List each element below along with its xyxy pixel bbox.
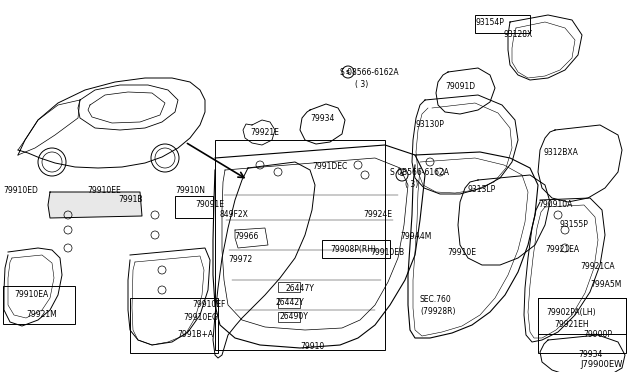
Text: 79966: 79966 (234, 232, 259, 241)
Text: 79910N: 79910N (175, 186, 205, 195)
Text: 79910EE: 79910EE (87, 186, 121, 195)
Bar (538, 298, 626, 334)
Text: 93128X: 93128X (503, 30, 532, 39)
Text: J79900EW: J79900EW (580, 360, 622, 369)
Text: 79924E: 79924E (363, 210, 392, 219)
Text: S: S (400, 173, 404, 177)
Text: 79921M: 79921M (26, 310, 57, 319)
Bar (278, 298, 300, 308)
Text: 790910A: 790910A (538, 200, 572, 209)
Bar (215, 140, 385, 350)
Bar (3, 286, 75, 324)
Bar (130, 298, 218, 353)
Text: ( 3): ( 3) (405, 180, 419, 189)
Text: 79910E: 79910E (447, 248, 476, 257)
Text: 26447Y: 26447Y (285, 284, 314, 293)
Bar (278, 282, 300, 292)
Polygon shape (48, 192, 142, 218)
Text: 79921CA: 79921CA (580, 262, 614, 271)
Text: 799A4M: 799A4M (400, 232, 431, 241)
Text: S 08566-6162A: S 08566-6162A (340, 68, 399, 77)
Text: 79921EA: 79921EA (545, 245, 579, 254)
Text: 79910: 79910 (300, 342, 324, 351)
Text: 79908P(RH): 79908P(RH) (330, 245, 376, 254)
Text: 79921E: 79921E (250, 128, 279, 137)
Bar (538, 298, 626, 353)
Text: 849F2X: 849F2X (220, 210, 249, 219)
Text: 79921EH: 79921EH (554, 320, 589, 329)
Text: 79902PA(LH): 79902PA(LH) (546, 308, 596, 317)
Text: 79910EG: 79910EG (183, 313, 218, 322)
Text: (79928R): (79928R) (420, 307, 456, 316)
Text: ( 3): ( 3) (355, 80, 368, 89)
Text: 93130P: 93130P (415, 120, 444, 129)
Text: 799A5M: 799A5M (590, 280, 621, 289)
Text: 79934: 79934 (310, 114, 334, 123)
Text: S: S (346, 70, 350, 74)
Text: 9312BXA: 9312BXA (543, 148, 578, 157)
Text: 26442Y: 26442Y (275, 298, 304, 307)
Text: 93154P: 93154P (475, 18, 504, 27)
Text: S 0B566-6162A: S 0B566-6162A (390, 168, 449, 177)
Bar (475, 15, 530, 33)
Text: 79910ED: 79910ED (3, 186, 38, 195)
Text: 79091D: 79091D (445, 82, 475, 91)
Text: 79900P: 79900P (583, 330, 612, 339)
Text: 7991B+A: 7991B+A (177, 330, 213, 339)
Text: 79091E: 79091E (195, 200, 224, 209)
Text: 7991DEC: 7991DEC (312, 162, 348, 171)
Text: 93155P: 93155P (560, 220, 589, 229)
Text: 79910EA: 79910EA (14, 290, 48, 299)
Text: 79910EB: 79910EB (370, 248, 404, 257)
Text: 79972: 79972 (228, 255, 252, 264)
Bar (322, 240, 390, 258)
Text: 79934: 79934 (578, 350, 602, 359)
Text: 26490Y: 26490Y (280, 312, 309, 321)
Bar (278, 312, 300, 322)
Text: SEC.760: SEC.760 (420, 295, 452, 304)
Text: 7991B: 7991B (118, 195, 143, 204)
Text: 79910EF: 79910EF (192, 300, 225, 309)
Text: 9313LP: 9313LP (468, 185, 496, 194)
Bar (175, 196, 213, 218)
